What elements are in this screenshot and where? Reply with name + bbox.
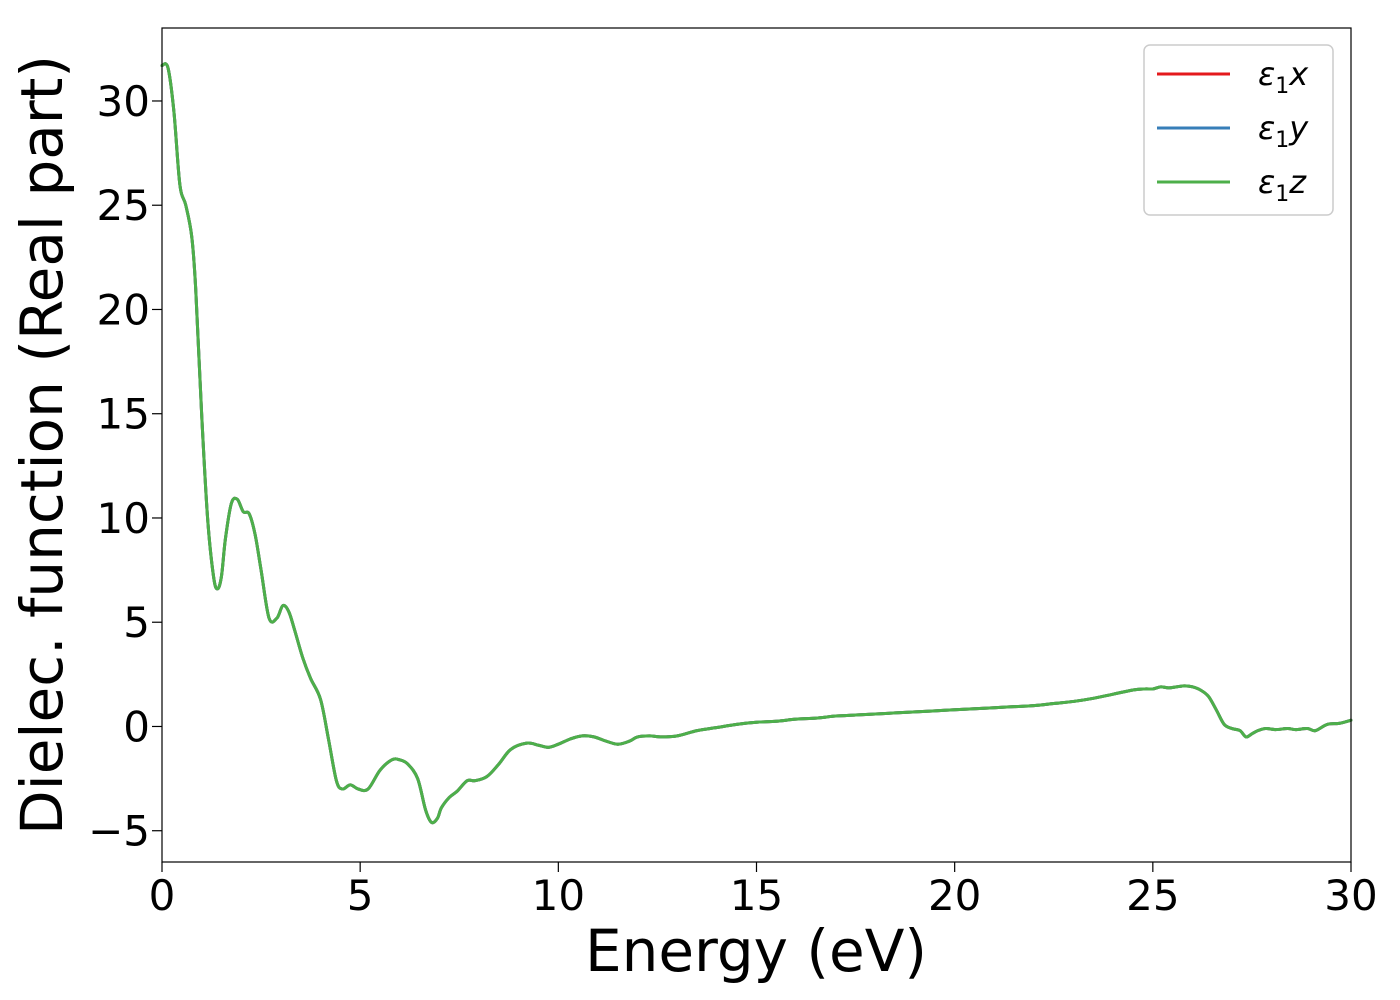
y-tick-label: 0 [123,702,150,751]
y-tick-label: 10 [97,494,150,543]
x-axis-title: Energy (eV) [585,917,927,985]
legend-label: ε1z [1258,163,1307,207]
series-line-ε₁z [160,62,1353,825]
x-tick-label: 0 [149,871,176,920]
x-tick-label: 5 [347,871,374,920]
y-tick-label: 20 [97,285,150,334]
y-tick-label: 25 [97,181,150,230]
legend-box [1143,44,1334,216]
y-tick-label: 15 [97,390,150,439]
x-tick-label: 20 [928,871,981,920]
x-tick-label: 25 [1126,871,1179,920]
legend-label: ε1x [1258,55,1309,99]
x-axis: 0 5 10 15 20 25 30 [149,862,1378,920]
y-tick-label: −5 [88,807,150,856]
y-tick-label: 30 [97,77,150,126]
x-tick-label: 10 [532,871,585,920]
y-axis: −5 0 5 10 15 20 25 30 [88,77,162,856]
x-tick-label: 15 [730,871,783,920]
x-tick-label: 30 [1324,871,1377,920]
y-tick-label: 5 [123,598,150,647]
y-axis-title: Dielec. function (Real part) [8,55,76,835]
legend-label: ε1y [1258,109,1309,153]
legend: ε1x ε1y ε1z [1143,44,1334,216]
series-layer [160,62,1353,825]
